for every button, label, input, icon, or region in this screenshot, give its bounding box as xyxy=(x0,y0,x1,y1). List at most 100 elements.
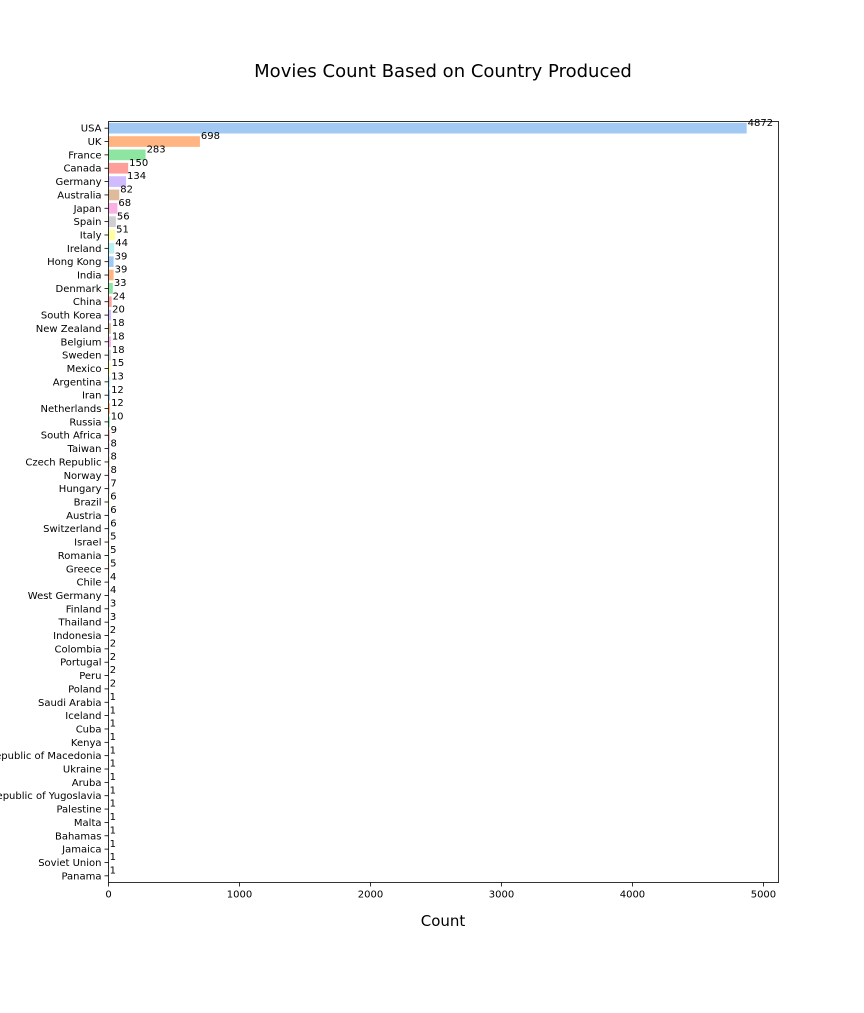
bar xyxy=(108,336,111,348)
y-tick-label: South Africa xyxy=(41,431,102,442)
bar xyxy=(108,283,113,294)
data-label: 10 xyxy=(111,412,124,423)
data-label: 56 xyxy=(117,211,130,222)
data-label: 1 xyxy=(110,839,116,850)
y-tick-label: Peru xyxy=(79,671,101,682)
y-tick-label: Romania xyxy=(58,551,102,562)
bar xyxy=(108,122,747,134)
x-tick-label: 3000 xyxy=(489,890,514,901)
y-tick-label: Palestine xyxy=(56,805,101,816)
y-tick-label: Brazil xyxy=(74,498,102,509)
data-label: 13 xyxy=(111,372,124,383)
y-tick-label: Colombia xyxy=(55,644,102,655)
y-tick-label: Cuba xyxy=(76,724,102,735)
data-label: 1 xyxy=(110,785,116,796)
chart-title: Movies Count Based on Country Produced xyxy=(254,61,632,82)
data-label: 18 xyxy=(112,331,125,342)
y-tick-label: Belgium xyxy=(61,337,102,348)
y-tick-label: Federal Republic of Yugoslavia xyxy=(0,791,102,802)
y-tick-label: Denmark xyxy=(56,284,102,295)
data-label: 33 xyxy=(114,278,127,289)
y-tick-label: Russia xyxy=(69,417,101,428)
data-label: 1 xyxy=(110,732,116,743)
y-tick-label: Ukraine xyxy=(63,765,102,776)
y-tick-label: Panama xyxy=(61,871,101,882)
data-label: 12 xyxy=(111,398,124,409)
data-label: 1 xyxy=(110,865,116,876)
x-axis: 0 1000 2000 3000 4000 5000 xyxy=(105,882,776,901)
y-tick-label: France xyxy=(68,150,101,161)
data-label: 1 xyxy=(110,692,116,703)
y-tick-label: Indonesia xyxy=(53,631,101,642)
data-label: 18 xyxy=(112,318,125,329)
data-label: 20 xyxy=(112,305,125,316)
data-label: 2 xyxy=(110,625,116,636)
x-tick-label: 2000 xyxy=(358,890,383,901)
y-tick-label: Switzerland xyxy=(43,524,101,535)
bar xyxy=(108,216,116,227)
data-label: 1 xyxy=(110,852,116,863)
data-label: 1 xyxy=(110,772,116,783)
y-tick-label: Iceland xyxy=(65,711,101,722)
y-tick-label: Kenya xyxy=(71,738,102,749)
x-tick-label: 0 xyxy=(105,890,111,901)
y-tick-label: Hungary xyxy=(59,484,102,495)
data-label: 2 xyxy=(110,652,116,663)
y-tick-label: Portugal xyxy=(60,658,101,669)
data-label: 51 xyxy=(116,225,129,236)
y-tick-label: Aruba xyxy=(72,778,102,789)
data-label: 44 xyxy=(115,238,128,249)
data-label: 1 xyxy=(110,745,116,756)
y-tick-label: Italy xyxy=(80,230,102,241)
bar xyxy=(108,309,112,321)
data-label: 5 xyxy=(110,545,116,556)
y-tick-label: China xyxy=(73,297,102,308)
data-label: 150 xyxy=(129,158,148,169)
bar xyxy=(108,323,111,334)
data-label: 82 xyxy=(120,185,133,196)
y-tick-label: Soviet Union xyxy=(38,858,101,869)
data-label: 5 xyxy=(110,532,116,543)
y-tick-label: Japan xyxy=(73,204,102,215)
y-tick-label: Finland xyxy=(66,604,102,615)
y-tick-label: Republic of Macedonia xyxy=(0,751,102,762)
y-tick-label: Sweden xyxy=(62,351,102,362)
y-tick-label: Austria xyxy=(66,511,101,522)
y-tick-label: Australia xyxy=(57,190,101,201)
bar xyxy=(108,483,110,494)
bar xyxy=(108,202,118,214)
y-tick-label: Netherlands xyxy=(41,404,102,415)
bar xyxy=(108,296,112,308)
bar xyxy=(108,189,120,201)
data-label: 5 xyxy=(110,558,116,569)
x-tick-label: 5000 xyxy=(751,890,776,901)
data-label: 134 xyxy=(127,171,146,182)
y-tick-label: Saudi Arabia xyxy=(38,698,101,709)
y-tick-label: UK xyxy=(88,137,102,148)
y-tick-label: Germany xyxy=(56,177,102,188)
bar xyxy=(108,403,111,414)
bars-layer xyxy=(108,122,747,882)
data-label: 9 xyxy=(111,425,117,436)
y-tick-label: Iran xyxy=(82,391,102,402)
y-tick-label: Czech Republic xyxy=(25,457,101,468)
data-label: 1 xyxy=(110,759,116,770)
y-tick-label: India xyxy=(77,271,102,282)
y-tick-label: Spain xyxy=(74,217,102,228)
y-tick-label: Ireland xyxy=(67,244,102,255)
y-tick-label: Greece xyxy=(66,564,102,575)
data-label: 1 xyxy=(110,812,116,823)
bar xyxy=(108,349,111,361)
y-tick-label: Israel xyxy=(74,538,101,549)
data-label: 2 xyxy=(110,665,116,676)
bar xyxy=(108,162,129,174)
data-label: 6 xyxy=(110,505,116,516)
data-label: 8 xyxy=(111,452,117,463)
data-label: 698 xyxy=(201,131,220,142)
data-label: 8 xyxy=(111,438,117,449)
data-label: 3 xyxy=(110,598,116,609)
data-label: 283 xyxy=(147,145,166,156)
bar xyxy=(108,429,110,441)
data-label: 2 xyxy=(110,679,116,690)
